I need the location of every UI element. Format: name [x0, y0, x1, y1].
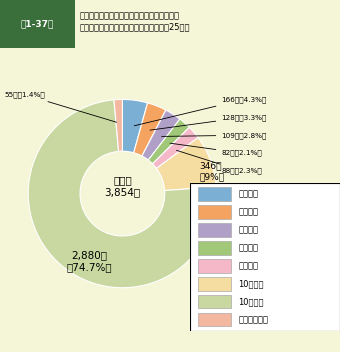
Text: 55件（1.4%）: 55件（1.4%）	[5, 92, 117, 122]
Text: １年未満: １年未満	[238, 190, 258, 199]
FancyBboxPatch shape	[190, 183, 340, 331]
Text: 166件（4.3%）: 166件（4.3%）	[134, 96, 267, 126]
Text: ４年未満: ４年未満	[238, 244, 258, 252]
Text: 82件（2.1%）: 82件（2.1%）	[170, 143, 262, 156]
Text: 128件（3.3%）: 128件（3.3%）	[150, 114, 267, 130]
Text: 2,880件
（74.7%）: 2,880件 （74.7%）	[67, 251, 112, 272]
FancyBboxPatch shape	[198, 188, 231, 201]
Text: 10年未満: 10年未満	[238, 279, 264, 288]
Text: 自動車等による死亡事故発生件数（第１当事
者）の免許取得後経過年数別内訳（平成25年）: 自動車等による死亡事故発生件数（第１当事 者）の免許取得後経過年数別内訳（平成2…	[80, 11, 190, 32]
FancyBboxPatch shape	[198, 206, 231, 219]
Text: ５年未満: ５年未満	[238, 262, 258, 270]
Wedge shape	[153, 127, 198, 168]
Text: 346件
（9%）: 346件 （9%）	[200, 162, 225, 181]
Text: 88件（2.3%）: 88件（2.3%）	[176, 150, 262, 174]
FancyBboxPatch shape	[198, 295, 231, 308]
Text: 合　計
3,854件: 合 計 3,854件	[104, 175, 140, 197]
Wedge shape	[142, 110, 180, 160]
Wedge shape	[134, 103, 166, 156]
Text: 第1-37図: 第1-37図	[21, 19, 54, 28]
Text: 10年以上: 10年以上	[238, 297, 264, 306]
FancyBboxPatch shape	[198, 259, 231, 272]
Wedge shape	[122, 100, 148, 153]
Wedge shape	[148, 119, 189, 164]
Wedge shape	[156, 138, 216, 190]
Text: 無免許・不明: 無免許・不明	[238, 315, 268, 324]
Wedge shape	[114, 100, 122, 151]
Text: ３年未満: ３年未満	[238, 226, 258, 234]
Text: ２年未満: ２年未満	[238, 208, 258, 216]
FancyBboxPatch shape	[198, 224, 231, 237]
FancyBboxPatch shape	[198, 313, 231, 326]
FancyBboxPatch shape	[198, 277, 231, 290]
FancyBboxPatch shape	[198, 241, 231, 254]
FancyBboxPatch shape	[0, 0, 75, 48]
Wedge shape	[28, 100, 217, 288]
Text: 109件（2.8%）: 109件（2.8%）	[162, 132, 267, 139]
